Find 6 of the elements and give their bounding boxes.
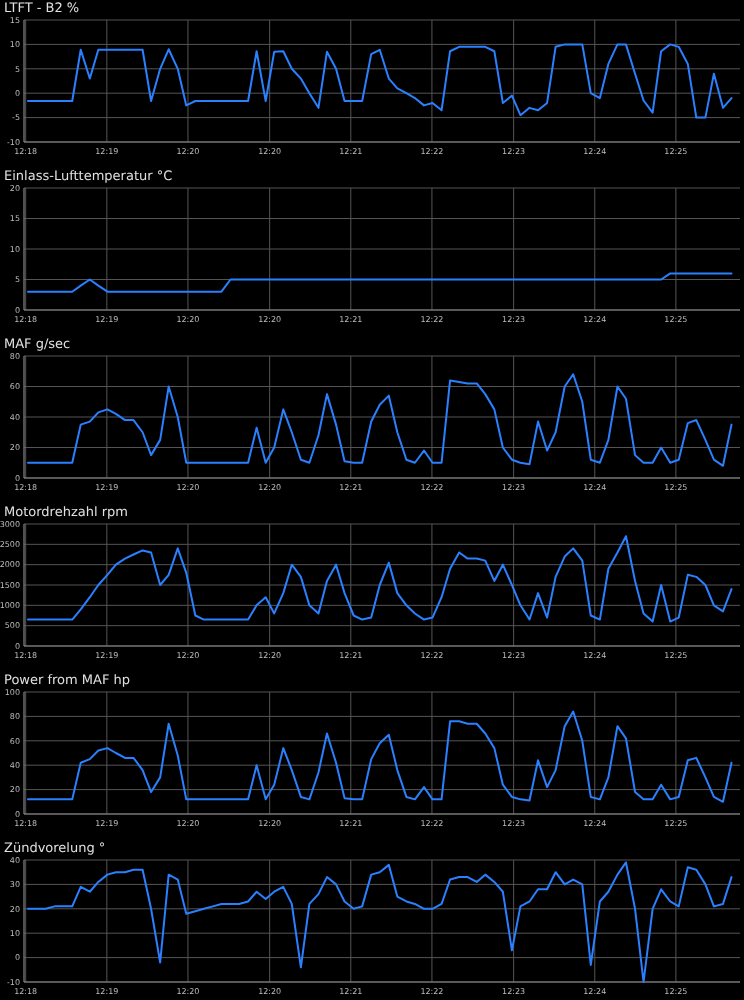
line-series — [26, 272, 733, 293]
line-series — [26, 373, 733, 467]
line-series — [26, 535, 733, 623]
line-series — [26, 710, 733, 803]
line-series — [26, 861, 733, 983]
line-series — [26, 43, 733, 119]
